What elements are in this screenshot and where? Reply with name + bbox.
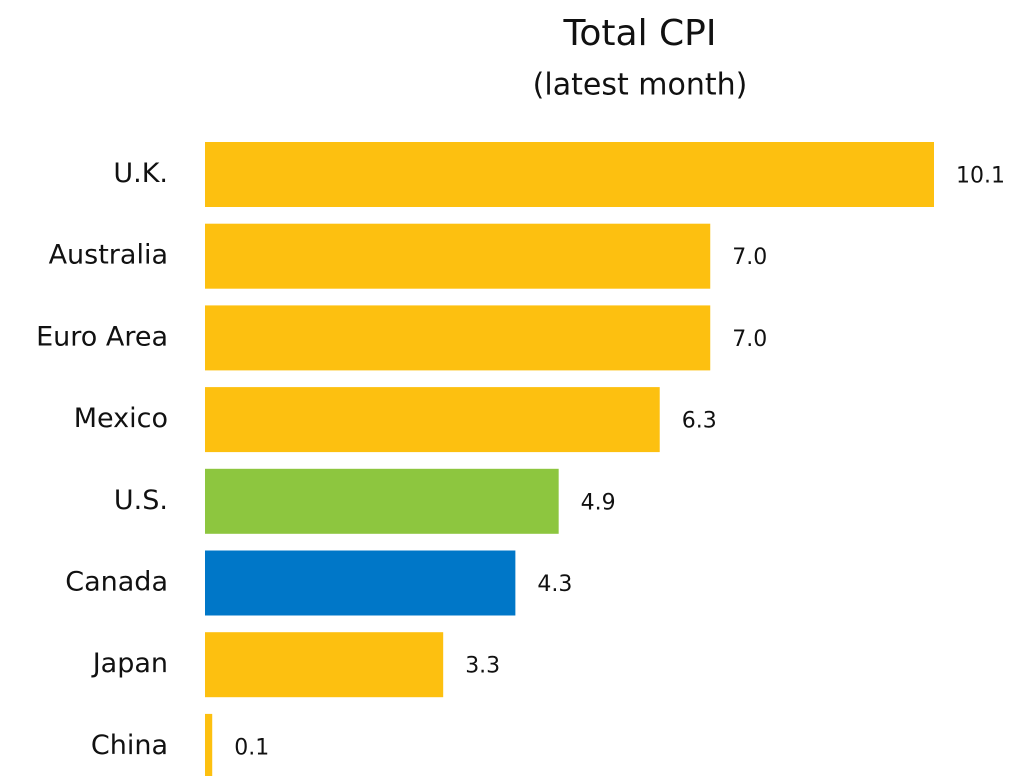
category-label: Australia: [49, 240, 168, 271]
chart-subtitle: (latest month): [533, 68, 748, 103]
chart-title: Total CPI: [563, 13, 717, 54]
category-label: China: [91, 730, 168, 761]
value-label: 0.1: [234, 735, 269, 760]
category-label: Canada: [65, 567, 168, 598]
category-label: Euro Area: [36, 321, 168, 352]
bar: [205, 387, 660, 453]
category-label: Mexico: [74, 403, 168, 434]
category-label: U.K.: [113, 158, 168, 189]
category-label: U.S.: [114, 485, 168, 516]
bar: [205, 713, 213, 776]
value-label: 7.0: [732, 245, 767, 270]
value-label: 6.3: [682, 409, 717, 434]
value-label: 3.3: [465, 654, 500, 679]
bar: [205, 142, 934, 207]
value-label: 7.0: [732, 327, 767, 352]
bar: [205, 223, 711, 289]
bar: [205, 305, 711, 371]
category-label: Japan: [91, 648, 168, 679]
bar: [205, 468, 559, 534]
bar: [205, 550, 516, 616]
bar: [205, 632, 444, 698]
value-label: 10.1: [956, 164, 1005, 189]
value-label: 4.3: [537, 572, 572, 597]
value-label: 4.9: [581, 490, 616, 515]
